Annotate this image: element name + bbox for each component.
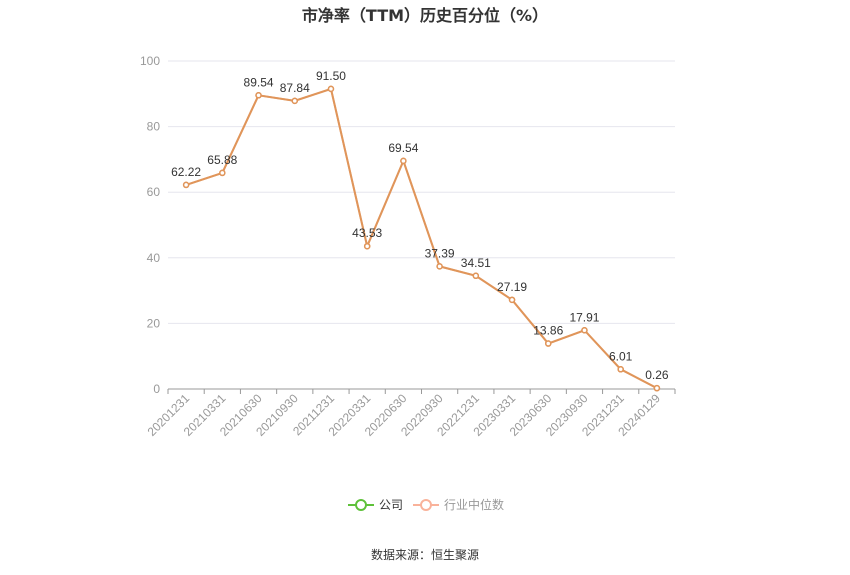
data-point[interactable]	[219, 169, 226, 177]
y-tick-label: 0	[153, 382, 160, 396]
series-line-company	[185, 87, 658, 390]
data-point[interactable]	[653, 384, 661, 392]
legend[interactable]: 公司 行业中位数	[348, 497, 504, 512]
data-point[interactable]	[291, 97, 298, 105]
data-point[interactable]	[255, 92, 262, 99]
legend-label-industry: 行业中位数	[444, 497, 504, 512]
legend-circle-icon	[355, 499, 367, 511]
data-label: 65.88	[207, 153, 237, 167]
data-point[interactable]	[472, 272, 480, 280]
legend-item-industry[interactable]: 行业中位数	[413, 497, 504, 512]
data-point[interactable]	[617, 366, 624, 373]
chart-title: 市净率（TTM）历史百分位（%）	[302, 6, 548, 25]
data-point[interactable]	[363, 242, 371, 250]
y-tick-label: 60	[147, 185, 161, 199]
data-label: 13.86	[533, 324, 563, 338]
x-axis: 2020123120210331202106302021093020211231…	[145, 388, 676, 439]
grid	[168, 60, 675, 324]
y-tick-label: 40	[147, 251, 161, 265]
data-label: 43.53	[352, 226, 382, 240]
data-source: 数据来源：恒生聚源	[371, 547, 479, 562]
data-point[interactable]	[436, 263, 443, 270]
data-label: 27.19	[497, 280, 527, 294]
data-label: 17.91	[569, 310, 599, 324]
y-tick-label: 20	[147, 316, 161, 330]
data-point[interactable]	[581, 327, 588, 334]
legend-item-company[interactable]: 公司	[348, 498, 403, 512]
data-label: 91.50	[316, 69, 346, 83]
data-label: 89.54	[244, 75, 274, 89]
y-tick-label: 100	[140, 54, 160, 68]
data-label: 69.54	[388, 141, 418, 155]
y-axis: 0 20 40 60 80 100	[140, 54, 160, 396]
data-point[interactable]	[327, 85, 335, 93]
y-tick-label: 80	[147, 120, 161, 134]
data-label: 37.39	[425, 246, 455, 260]
data-label: 87.84	[280, 81, 310, 95]
data-labels: 62.22 65.88 89.54 87.84 91.50 43.53 69.54 37.39…	[171, 69, 669, 382]
data-label: 62.22	[171, 165, 201, 179]
data-label: 0.26	[645, 368, 669, 382]
data-point[interactable]	[545, 340, 552, 347]
series-line-industry	[185, 87, 658, 390]
data-label: 34.51	[461, 256, 491, 270]
data-point[interactable]	[182, 181, 190, 189]
data-point[interactable]	[508, 296, 516, 304]
data-point[interactable]	[400, 157, 407, 165]
legend-label-company: 公司	[379, 498, 403, 512]
data-label: 6.01	[609, 349, 633, 363]
series	[182, 85, 661, 392]
legend-circle-icon	[420, 499, 432, 511]
